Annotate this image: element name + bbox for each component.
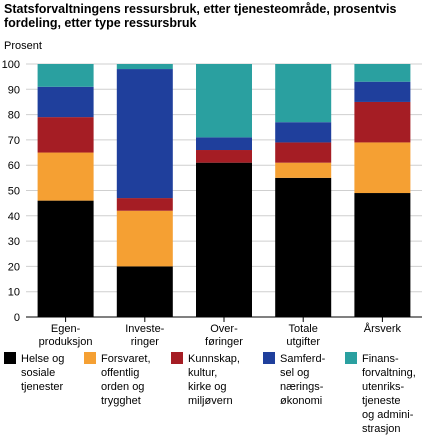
bar-segment bbox=[354, 193, 411, 317]
y-tick-label: 40 bbox=[8, 211, 20, 223]
legend-swatch bbox=[4, 352, 16, 364]
bar-segment bbox=[37, 200, 94, 317]
x-tick-label: Totale utgifter bbox=[286, 323, 320, 348]
x-tick-label: Årsverk bbox=[364, 322, 402, 335]
y-tick-label: 30 bbox=[8, 236, 20, 248]
bar-segment bbox=[116, 198, 173, 211]
legend-label: Forsvaret, offentlig orden og trygghet bbox=[101, 353, 151, 407]
legend-label: Finans-forvaltning, utenriks-tjeneste og a… bbox=[362, 353, 416, 435]
bar-segment bbox=[116, 69, 173, 199]
bar-segment bbox=[37, 86, 94, 118]
bar-segment bbox=[116, 210, 173, 267]
chart-title: Statsforvaltningens ressursbruk, etter t… bbox=[4, 2, 397, 30]
bar-segment bbox=[354, 142, 411, 194]
y-tick-label: 50 bbox=[8, 186, 20, 198]
bar-segment bbox=[116, 64, 173, 70]
y-tick-label: 20 bbox=[8, 261, 20, 273]
bar-segment bbox=[116, 266, 173, 317]
bar-segment bbox=[196, 137, 252, 151]
legend-swatch bbox=[171, 352, 183, 364]
y-tick-label: 60 bbox=[8, 160, 20, 172]
legend-swatch bbox=[345, 352, 357, 364]
bar-segment bbox=[275, 122, 332, 143]
legend-label: Helse og sosiale tjenester bbox=[21, 353, 64, 393]
y-tick-label: 0 bbox=[14, 312, 20, 324]
bar-segment bbox=[275, 64, 332, 123]
bar-segment bbox=[275, 177, 332, 317]
bar-segment bbox=[196, 162, 252, 317]
bar-segment bbox=[37, 117, 94, 153]
bar-segment bbox=[37, 64, 94, 87]
bar-segment bbox=[275, 142, 332, 163]
y-axis-label: Prosent bbox=[4, 40, 42, 52]
bar-segment bbox=[354, 101, 411, 143]
x-tick-label: Investe-ringer bbox=[125, 323, 164, 348]
x-tick-label: Over-føringer bbox=[205, 323, 243, 348]
bar-segment bbox=[37, 152, 94, 201]
y-tick-label: 10 bbox=[8, 287, 20, 299]
y-tick-label: 70 bbox=[8, 135, 20, 147]
bar-segment bbox=[354, 64, 411, 82]
legend-label: Samferd-sel og nærings-økonomi bbox=[280, 353, 326, 407]
legend-label: Kunnskap, kultur, kirke og miljøvern bbox=[188, 353, 240, 407]
x-tick-label: Egen-produksjon bbox=[39, 323, 93, 348]
bar-segment bbox=[354, 81, 411, 102]
y-tick-label: 80 bbox=[8, 110, 20, 122]
y-tick-label: 100 bbox=[2, 59, 20, 71]
legend-swatch bbox=[263, 352, 275, 364]
bar-segment bbox=[275, 162, 332, 178]
legend-swatch bbox=[84, 352, 96, 364]
bar-segment bbox=[196, 150, 252, 163]
y-tick-label: 90 bbox=[8, 84, 20, 96]
bar-segment bbox=[196, 64, 252, 138]
